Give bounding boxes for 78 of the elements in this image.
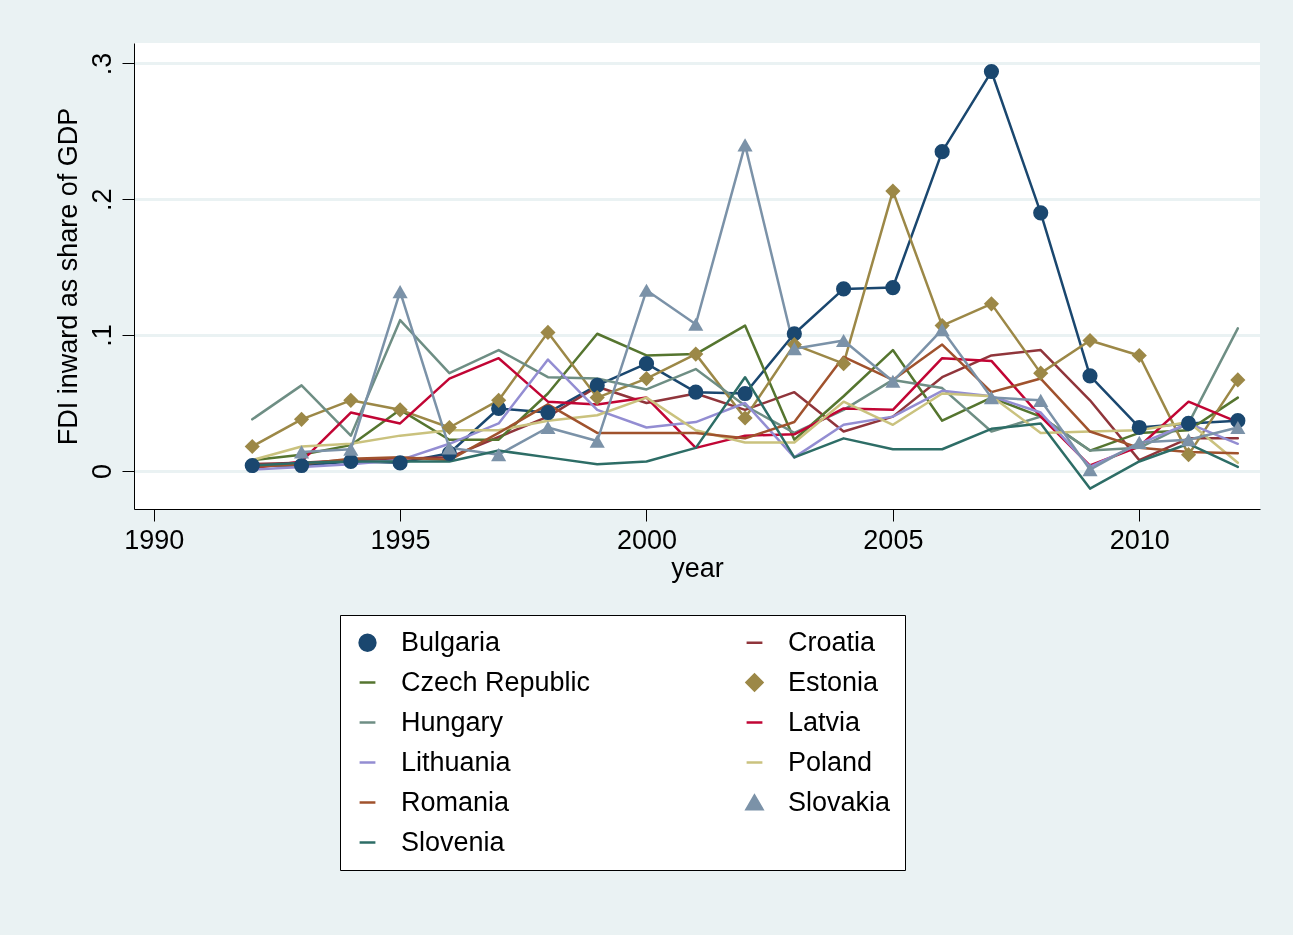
- y-axis-title: FDI inward as share of GDP: [52, 107, 83, 446]
- point: [293, 457, 310, 474]
- point: [885, 374, 901, 388]
- legend-label: Lithuania: [401, 746, 512, 777]
- legend-label: Poland: [788, 746, 873, 777]
- point: [392, 402, 408, 418]
- point: [1033, 205, 1049, 221]
- point: [293, 411, 310, 427]
- point: [1033, 393, 1049, 407]
- point: [441, 419, 457, 436]
- legend-label: Slovakia: [788, 786, 892, 817]
- point: [1082, 463, 1098, 477]
- point: [737, 385, 753, 402]
- y-tick-label: .1: [86, 324, 117, 347]
- point: [1082, 368, 1098, 384]
- legend-label: Hungary: [401, 706, 504, 737]
- x-tick-label: 1995: [370, 524, 431, 555]
- point: [293, 445, 310, 459]
- point: [836, 281, 852, 297]
- legend-label: Bulgaria: [401, 626, 502, 657]
- x-tick-label: 2000: [616, 524, 678, 555]
- legend-label: Latvia: [788, 706, 862, 737]
- legend-label: Estonia: [788, 666, 880, 697]
- point: [491, 448, 507, 462]
- point: [392, 455, 408, 471]
- point: [343, 453, 359, 470]
- point: [392, 285, 408, 299]
- point: [540, 404, 556, 421]
- point: [638, 283, 655, 297]
- point: [836, 333, 852, 348]
- point: [688, 317, 704, 331]
- point: [885, 279, 901, 296]
- x-axis-title: year: [671, 552, 724, 583]
- legend-label: Croatia: [788, 626, 877, 657]
- point: [244, 438, 260, 455]
- point: [1131, 435, 1147, 449]
- point: [441, 441, 457, 455]
- point: [540, 324, 556, 340]
- point: [1180, 433, 1197, 447]
- y-tick-label: .3: [86, 52, 117, 76]
- point: [1230, 372, 1246, 388]
- point: [589, 390, 605, 406]
- point: [540, 420, 556, 435]
- point: [688, 346, 704, 362]
- point: [737, 138, 753, 152]
- legend-label: Slovenia: [401, 826, 506, 857]
- x-tick-label: 2005: [863, 524, 924, 555]
- point: [1131, 419, 1147, 436]
- point: [491, 392, 507, 408]
- point: [885, 183, 901, 199]
- point: [983, 296, 1000, 312]
- point: [737, 410, 753, 426]
- x-tick-label: 1990: [124, 524, 185, 555]
- point: [983, 391, 1000, 405]
- point: [983, 63, 1000, 80]
- point: [638, 356, 655, 372]
- point: [1131, 347, 1147, 364]
- legend-label: Romania: [401, 786, 511, 817]
- point: [836, 356, 852, 372]
- point: [1082, 332, 1098, 349]
- point: [589, 377, 605, 393]
- point: [589, 434, 605, 448]
- y-tick-label: 0: [86, 463, 117, 479]
- point: [638, 370, 655, 387]
- point: [343, 442, 359, 456]
- point: [1180, 447, 1197, 463]
- point: [934, 323, 950, 337]
- point: [1180, 415, 1197, 431]
- point: [1230, 420, 1246, 435]
- point: [934, 144, 950, 160]
- point: [343, 392, 359, 408]
- y-tick-label: .2: [86, 188, 117, 211]
- point: [244, 457, 260, 474]
- x-tick-label: 2010: [1109, 524, 1170, 555]
- point: [1033, 365, 1049, 381]
- point: [688, 384, 704, 400]
- point: [786, 342, 802, 356]
- legend-label: Czech Republic: [401, 666, 591, 697]
